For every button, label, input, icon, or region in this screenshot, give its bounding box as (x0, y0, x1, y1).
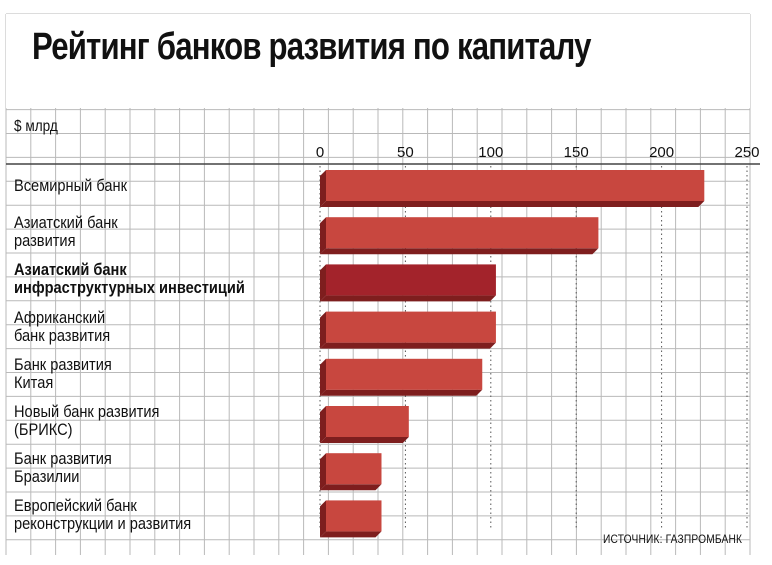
bar-left-face (320, 217, 326, 255)
bar-left-face (320, 358, 326, 396)
category-label: Азиатский банк инфраструктурных инвестиц… (14, 260, 245, 298)
bar (326, 358, 483, 390)
chart-title: Рейтинг банков развития по капиталу (32, 26, 591, 68)
bar-bottom-face (320, 484, 382, 491)
bar-left-face (320, 406, 326, 443)
bar-bottom-face (320, 437, 409, 443)
bar-group (320, 170, 705, 207)
category-label: Азиатский банк развития (14, 213, 118, 251)
category-label: Африканский банк развития (14, 307, 111, 345)
bar (326, 453, 382, 485)
unit-label: $ млрд (14, 118, 58, 135)
bar-bottom-face (320, 531, 382, 538)
x-tick-label: 250 (734, 144, 759, 161)
bar-bottom-face (320, 295, 496, 302)
bar-group (320, 217, 599, 255)
bar (326, 217, 599, 249)
category-label: Европейский банк реконструкции и развити… (14, 496, 192, 534)
bar-group (320, 500, 382, 538)
bar (326, 406, 409, 437)
x-tick-label: 150 (564, 144, 589, 161)
bar-left-face (320, 170, 326, 207)
source-note: ИСТОЧНИК: ГАЗПРОМБАНК (603, 532, 743, 546)
bar-left-face (320, 311, 326, 349)
bar-left-face (320, 264, 326, 302)
bar-bottom-face (320, 342, 496, 349)
title-box (6, 14, 750, 108)
x-tick-label: 50 (397, 144, 414, 161)
x-tick-label: 100 (478, 144, 503, 161)
bar-group (320, 358, 483, 396)
bar (326, 500, 382, 532)
category-label: Банк развития Китая (14, 354, 112, 392)
bar-group (320, 453, 382, 491)
bar-bottom-face (320, 389, 483, 396)
bar (326, 170, 705, 201)
category-label: Всемирный банк (14, 176, 127, 195)
x-tick-label: 0 (316, 144, 324, 161)
bar-group (320, 311, 496, 349)
category-label: Новый банк развития (БРИКС) (14, 402, 160, 439)
bar-group (320, 264, 496, 302)
bar-bottom-face (320, 248, 599, 255)
bar (326, 311, 496, 343)
bar-left-face (320, 453, 326, 491)
bar-bottom-face (320, 201, 705, 207)
bar-group (320, 406, 409, 443)
bar (326, 264, 496, 296)
category-label: Банк развития Бразилии (14, 449, 112, 487)
bar-left-face (320, 500, 326, 538)
x-tick-label: 200 (649, 144, 674, 161)
